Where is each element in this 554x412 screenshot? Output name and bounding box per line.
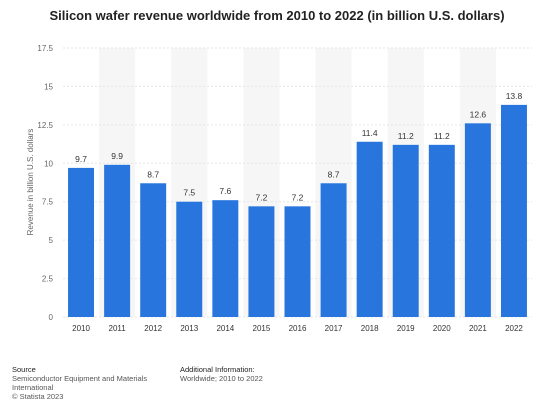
y-axis-label: Revenue in billion U.S. dollars <box>26 129 35 236</box>
bar <box>500 104 527 317</box>
data-label: 9.7 <box>75 154 87 164</box>
bar <box>392 144 419 317</box>
x-tick-label: 2022 <box>505 324 523 333</box>
chart-title: Silicon wafer revenue worldwide from 201… <box>49 8 505 23</box>
bars <box>68 104 527 317</box>
source-heading: Source <box>12 365 36 374</box>
source-block: Source Semiconductor Equipment and Mater… <box>12 365 162 401</box>
additional-information-block: Additional Information: Worldwide; 2010 … <box>180 365 380 383</box>
data-labels: 9.7 9.9 8.7 7.5 7.6 7.2 7.2 8.7 11.4 11.2 11.2 12.6… <box>75 91 522 202</box>
x-tick-label: 2011 <box>109 324 127 333</box>
bar <box>140 183 167 317</box>
additional-information-heading: Additional Information: <box>180 365 255 374</box>
x-tick-label: 2012 <box>144 324 162 333</box>
bar <box>428 144 455 317</box>
data-label: 8.7 <box>147 169 159 179</box>
data-label: 12.6 <box>470 109 487 119</box>
x-tick-label: 2016 <box>289 324 307 333</box>
y-tick-label: 10 <box>44 159 53 168</box>
bar <box>176 201 203 317</box>
bar <box>68 167 95 317</box>
data-label: 7.2 <box>256 192 268 202</box>
y-tick-label: 0 <box>49 313 54 322</box>
data-label: 9.9 <box>111 151 123 161</box>
bar <box>356 141 383 317</box>
x-tick-label: 2019 <box>397 324 415 333</box>
source-line: International <box>12 383 54 392</box>
y-tick-label: 2.5 <box>42 275 54 284</box>
data-label: 11.4 <box>362 128 378 138</box>
y-tick-label: 17.5 <box>37 44 53 53</box>
x-tick-label: 2020 <box>433 324 451 333</box>
x-tick-label: 2010 <box>72 324 90 333</box>
source-line: Semiconductor Equipment and Materials <box>12 374 148 383</box>
y-tick-label: 5 <box>49 236 54 245</box>
data-label: 11.2 <box>398 131 414 141</box>
data-label: 8.7 <box>328 169 340 179</box>
x-tick-label: 2021 <box>469 324 487 333</box>
x-tick-label: 2014 <box>216 324 234 333</box>
data-label: 11.2 <box>434 131 450 141</box>
bar <box>320 183 347 317</box>
data-label: 7.2 <box>292 192 304 202</box>
data-label: 7.5 <box>183 188 195 198</box>
x-tick-label: 2013 <box>180 324 198 333</box>
bar <box>104 164 131 317</box>
bar <box>212 200 239 317</box>
x-tick-label: 2015 <box>253 324 271 333</box>
x-tick-label: 2017 <box>325 324 343 333</box>
bar <box>284 206 311 317</box>
x-tick-label: 2018 <box>361 324 379 333</box>
x-axis-tick-labels: 2010 2011 2012 2013 2014 2015 2016 2017 2018 2019… <box>72 324 523 333</box>
additional-information-line: Worldwide; 2010 to 2022 <box>180 374 263 383</box>
data-label: 7.6 <box>219 186 231 196</box>
y-tick-label: 12.5 <box>37 121 53 130</box>
bar <box>464 123 491 317</box>
y-tick-label: 15 <box>44 82 53 91</box>
data-label: 13.8 <box>506 91 523 101</box>
y-axis-tick-labels: 0 2.5 5 7.5 10 12.5 15 17.5 <box>37 44 53 322</box>
copyright-line: © Statista 2023 <box>12 392 64 401</box>
bar <box>248 206 275 317</box>
y-tick-label: 7.5 <box>42 198 54 207</box>
